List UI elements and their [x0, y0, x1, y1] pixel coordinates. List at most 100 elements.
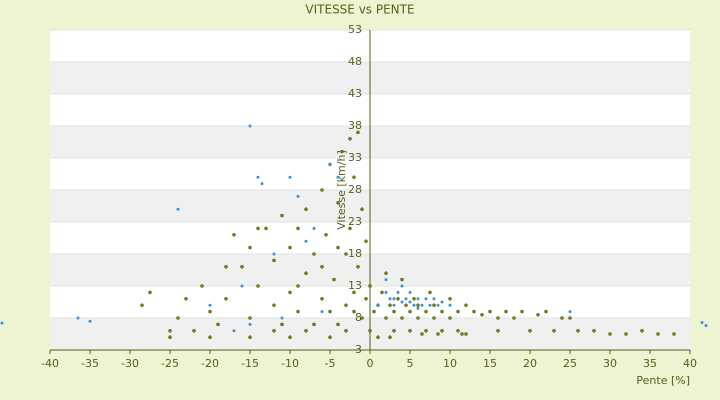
point	[424, 297, 428, 301]
point	[312, 226, 316, 230]
point	[392, 329, 396, 333]
point	[184, 297, 188, 301]
point	[400, 284, 404, 288]
point	[348, 137, 352, 141]
point	[224, 297, 228, 301]
point	[248, 245, 252, 250]
point	[528, 329, 532, 333]
x-tick-label: 15	[483, 357, 497, 370]
point	[304, 271, 308, 275]
y-tick-label: 48	[348, 55, 362, 68]
y-tick-label: 38	[348, 119, 362, 132]
point	[412, 297, 416, 301]
point	[360, 207, 364, 211]
point	[480, 313, 484, 317]
chart-title: VITESSE vs PENTE	[305, 3, 414, 17]
point	[264, 226, 268, 231]
x-axis-label: Pente [%]	[636, 374, 690, 387]
point	[448, 316, 452, 320]
point	[592, 329, 596, 333]
point	[296, 309, 300, 314]
point	[352, 309, 356, 314]
point	[376, 335, 380, 339]
x-tick-label: -5	[325, 357, 336, 370]
point	[436, 303, 440, 307]
point	[400, 316, 404, 320]
point	[428, 290, 432, 295]
x-tick-label: 30	[603, 357, 617, 370]
point	[256, 226, 260, 231]
point	[384, 271, 388, 275]
point	[248, 322, 252, 326]
point	[396, 290, 400, 294]
point	[348, 226, 352, 231]
point	[232, 329, 236, 333]
x-tick-label: -35	[81, 357, 99, 370]
point	[392, 303, 396, 307]
point	[336, 201, 340, 205]
point	[368, 329, 372, 333]
point	[456, 329, 460, 333]
point	[224, 265, 228, 269]
point	[256, 284, 260, 288]
x-tick-label: 5	[407, 357, 414, 370]
point	[608, 332, 612, 336]
point	[320, 310, 324, 314]
point	[336, 175, 340, 179]
point	[420, 303, 424, 307]
x-tick-label: 25	[563, 357, 577, 370]
x-tick-label: 40	[683, 357, 697, 370]
point	[388, 297, 392, 301]
point	[0, 321, 4, 325]
x-tick-label: -15	[241, 357, 259, 370]
point	[280, 322, 284, 327]
point	[304, 329, 308, 333]
point	[412, 303, 416, 307]
point	[424, 329, 428, 333]
point	[168, 335, 172, 339]
point	[400, 300, 404, 304]
point	[240, 265, 244, 269]
point	[368, 284, 372, 288]
point	[288, 335, 292, 339]
x-tick-label: 20	[523, 357, 537, 370]
y-tick-label: 43	[348, 87, 362, 100]
point	[240, 284, 244, 288]
point	[76, 316, 80, 320]
point	[280, 316, 284, 320]
y-tick-label: 8	[355, 311, 362, 324]
point	[388, 335, 392, 339]
point	[488, 309, 492, 314]
point	[248, 316, 252, 320]
point	[432, 297, 436, 301]
y-tick-label: 28	[348, 183, 362, 196]
point	[416, 297, 420, 301]
point	[320, 188, 324, 192]
point	[552, 329, 556, 333]
point	[448, 297, 452, 301]
point	[440, 329, 444, 333]
point	[496, 316, 500, 320]
point	[396, 297, 400, 301]
point	[304, 239, 308, 243]
point	[176, 207, 180, 211]
point	[356, 265, 360, 269]
point	[364, 239, 368, 243]
point	[208, 303, 212, 307]
point	[320, 297, 324, 301]
y-tick-label: 33	[348, 151, 362, 164]
point	[332, 277, 336, 282]
point	[416, 306, 420, 310]
point	[328, 335, 332, 339]
point	[356, 130, 360, 135]
point	[232, 233, 236, 237]
point	[536, 313, 540, 317]
point	[376, 303, 380, 307]
point	[424, 309, 428, 314]
y-tick-label: 53	[348, 23, 362, 36]
y-tick-label: 23	[348, 215, 362, 228]
y-tick-label: 18	[348, 247, 362, 260]
point	[408, 290, 412, 294]
point	[288, 245, 292, 250]
x-tick-label: 0	[367, 357, 374, 370]
